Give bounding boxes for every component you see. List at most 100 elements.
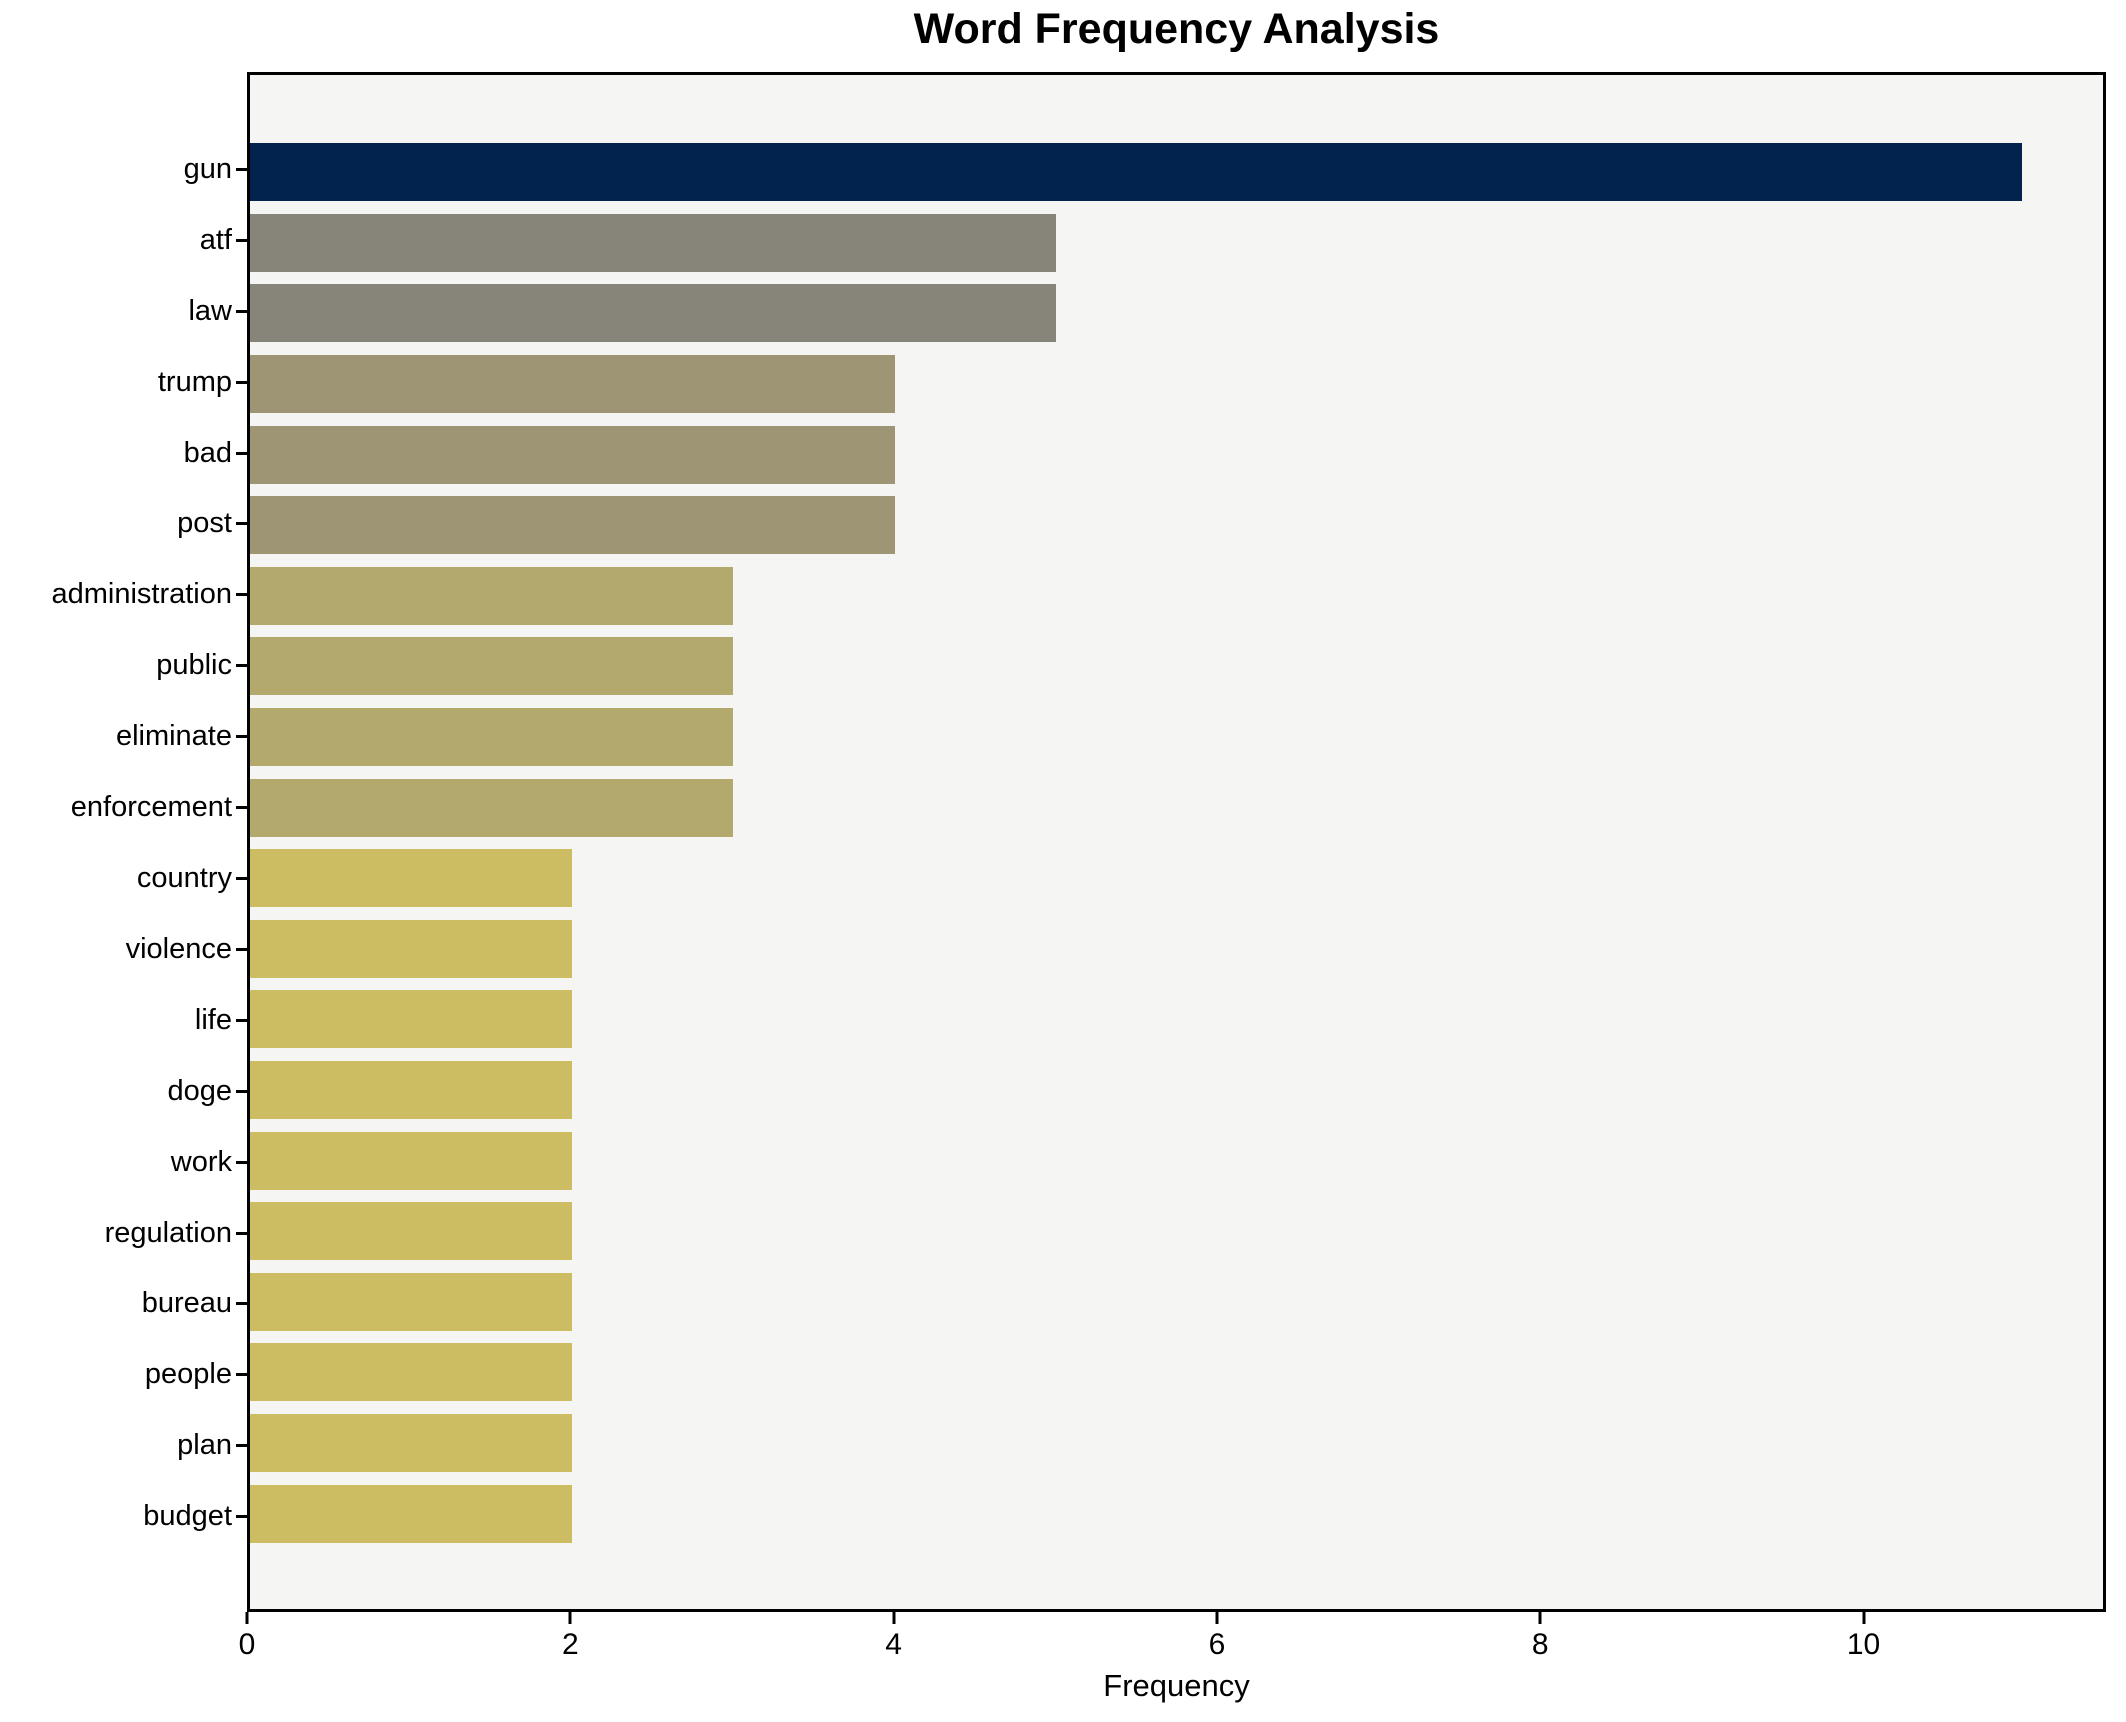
y-tick	[236, 522, 247, 526]
y-axis-label: budget	[143, 1500, 232, 1533]
bar	[250, 637, 734, 696]
bar	[250, 849, 573, 908]
x-tick-label: 2	[561, 1628, 579, 1661]
bar-row	[250, 1125, 2103, 1196]
y-tick	[236, 1160, 247, 1164]
y-tick	[236, 1373, 247, 1377]
x-axis-tick-labels: 0 2 4 6 8 10	[239, 1628, 2106, 1664]
y-tick	[236, 735, 247, 739]
x-tick	[1538, 1612, 1542, 1624]
y-axis-label: plan	[177, 1429, 232, 1462]
y-axis-label: bad	[183, 436, 232, 469]
y-axis-label: doge	[167, 1074, 232, 1107]
bar-row	[250, 137, 2103, 208]
y-tick	[236, 451, 247, 455]
y-axis-ticks	[236, 72, 247, 1612]
y-tick	[236, 238, 247, 242]
bar-row	[250, 772, 2103, 843]
bar	[250, 1061, 573, 1120]
bar	[250, 213, 1056, 272]
bar-row	[250, 914, 2103, 985]
bar	[250, 355, 895, 414]
x-tick-label: 10	[1846, 1628, 1881, 1661]
x-tick	[245, 1612, 249, 1624]
y-axis-label: work	[170, 1145, 232, 1178]
bar	[250, 1343, 573, 1402]
x-tick-label: 4	[885, 1628, 902, 1661]
y-axis-label: life	[194, 1003, 232, 1036]
y-tick	[236, 1515, 247, 1519]
bar	[250, 919, 573, 978]
x-axis-label: Frequency	[1103, 1668, 1250, 1703]
bar-row	[250, 1055, 2103, 1126]
bar-row	[250, 490, 2103, 561]
bar-row	[250, 631, 2103, 702]
y-axis-label: public	[156, 649, 232, 682]
y-tick	[236, 380, 247, 384]
y-tick	[236, 309, 247, 313]
bar-row	[250, 702, 2103, 773]
x-tick-label: 6	[1208, 1628, 1226, 1661]
x-tick-label: 8	[1531, 1628, 1549, 1661]
x-tick	[892, 1612, 896, 1624]
y-axis-label: post	[177, 507, 232, 540]
bar	[250, 1484, 573, 1543]
y-tick	[236, 806, 247, 810]
bar-row	[250, 1408, 2103, 1479]
bar	[250, 1272, 573, 1331]
y-axis-label: bureau	[141, 1287, 232, 1320]
y-tick	[236, 593, 247, 597]
bar-row	[250, 419, 2103, 490]
bar-row	[250, 1478, 2103, 1549]
x-tick-label: 0	[238, 1628, 256, 1661]
bar	[250, 1413, 573, 1472]
bar	[250, 143, 2023, 202]
y-axis-label: eliminate	[115, 720, 232, 753]
x-tick	[1215, 1612, 1219, 1624]
y-axis-label: trump	[157, 365, 232, 398]
y-tick	[236, 167, 247, 171]
y-tick	[236, 664, 247, 668]
y-tick	[236, 1302, 247, 1306]
bar-row	[250, 1267, 2103, 1338]
y-axis-label: law	[188, 294, 232, 327]
x-tick	[1862, 1612, 1866, 1624]
bar-rows	[250, 75, 2103, 1609]
y-axis-label: gun	[183, 152, 232, 185]
bar	[250, 284, 1056, 343]
bar	[250, 1202, 573, 1261]
y-axis-label: atf	[199, 223, 232, 256]
y-axis-labels: gun atf law trump bad post administration publi…	[0, 72, 232, 1612]
y-tick	[236, 877, 247, 881]
bar-row	[250, 984, 2103, 1055]
y-axis-label: country	[136, 862, 232, 895]
bar-row	[250, 208, 2103, 279]
bar-row	[250, 561, 2103, 632]
y-tick	[236, 1089, 247, 1093]
bar	[250, 496, 895, 555]
y-axis-label: violence	[125, 932, 232, 965]
y-tick	[236, 1444, 247, 1448]
bar-row	[250, 1337, 2103, 1408]
plot-area	[247, 72, 2106, 1612]
bar	[250, 990, 573, 1049]
bar	[250, 425, 895, 484]
y-tick	[236, 947, 247, 951]
bar-row	[250, 1196, 2103, 1267]
bar-row	[250, 843, 2103, 914]
x-tick	[568, 1612, 572, 1624]
y-tick	[236, 1231, 247, 1235]
chart-title: Word Frequency Analysis	[913, 5, 1440, 53]
y-axis-label: enforcement	[70, 791, 232, 824]
y-axis-label: administration	[51, 578, 232, 611]
bar	[250, 778, 734, 837]
bar	[250, 566, 734, 625]
bar-row	[250, 278, 2103, 349]
y-axis-label: regulation	[104, 1216, 232, 1249]
x-axis-ticks	[245, 1612, 2106, 1626]
bar-row	[250, 349, 2103, 420]
bar	[250, 708, 734, 767]
bar	[250, 1131, 573, 1190]
y-axis-label: people	[144, 1358, 232, 1391]
